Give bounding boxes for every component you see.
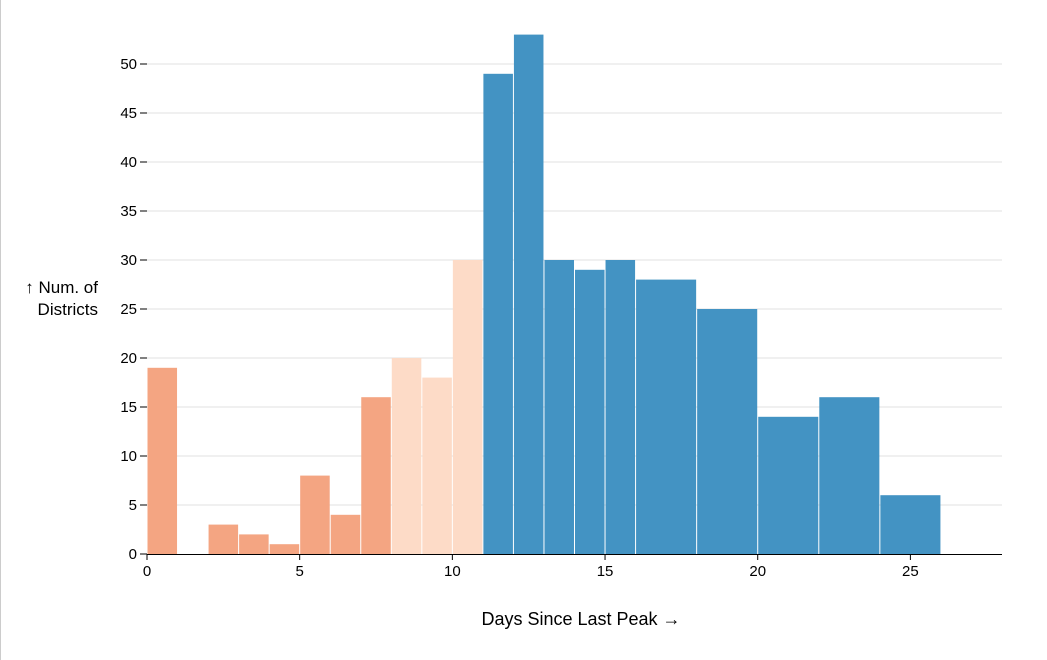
- y-tick-label: 35: [120, 203, 137, 220]
- y-tick-label: 20: [120, 350, 137, 367]
- histogram-bar: [269, 544, 300, 554]
- y-tick: 30: [120, 252, 147, 269]
- histogram-bar: [330, 514, 361, 554]
- histogram-bar: [758, 416, 819, 554]
- page-left-border: [0, 0, 1, 660]
- histogram-bar: [575, 269, 605, 554]
- x-tick: 10: [444, 554, 461, 580]
- x-axis-label: Days Since Last Peak →: [481, 609, 680, 629]
- y-tick: 45: [120, 105, 147, 122]
- x-tick-label: 20: [749, 563, 766, 580]
- y-tick-label: 10: [120, 448, 137, 465]
- histogram-bar: [636, 279, 697, 554]
- y-tick-label: 0: [129, 546, 137, 563]
- y-tick-label: 45: [120, 105, 137, 122]
- x-tick: 15: [597, 554, 614, 580]
- y-tick-label: 30: [120, 252, 137, 269]
- x-tick-label: 0: [143, 563, 151, 580]
- y-tick: 20: [120, 350, 147, 367]
- histogram-bar: [544, 260, 574, 554]
- histogram-bar: [880, 495, 941, 554]
- x-tick-label: 15: [597, 563, 614, 580]
- y-axis: 0 5 10 15 20 25 30 35 40 45 50: [120, 56, 147, 563]
- x-tick: 5: [296, 554, 304, 580]
- x-tick-label: 5: [296, 563, 304, 580]
- y-axis-label: ↑ Num. of Districts: [25, 278, 98, 319]
- y-tick: 40: [120, 154, 147, 171]
- histogram-bar: [147, 367, 178, 554]
- histogram-bar: [605, 260, 636, 554]
- x-tick: 0: [143, 554, 151, 580]
- x-axis: 0 5 10 15 20 25: [143, 554, 1002, 580]
- y-tick: 25: [120, 301, 147, 318]
- y-axis-label-line-1: ↑ Num. of: [25, 278, 98, 297]
- x-tick-label: 10: [444, 563, 461, 580]
- x-tick: 25: [902, 554, 919, 580]
- histogram-bar: [391, 358, 422, 554]
- y-tick-label: 50: [120, 56, 137, 73]
- y-tick-label: 15: [120, 399, 137, 416]
- y-tick-label: 40: [120, 154, 137, 171]
- y-tick: 10: [120, 448, 147, 465]
- y-tick: 35: [120, 203, 147, 220]
- histogram-bar: [819, 397, 880, 554]
- histogram-bar: [239, 534, 269, 554]
- y-tick-label: 5: [129, 497, 137, 514]
- y-axis-label-line-2: Districts: [38, 300, 98, 319]
- histogram-bar: [208, 524, 239, 554]
- histogram-bar: [697, 309, 758, 554]
- y-tick: 5: [129, 497, 147, 514]
- histogram-bar: [483, 73, 513, 555]
- y-tick: 15: [120, 399, 147, 416]
- histogram-bar: [300, 475, 330, 554]
- y-tick: 50: [120, 56, 147, 73]
- histogram-bar: [422, 377, 452, 554]
- histogram-bar: [513, 34, 544, 555]
- y-tick: 0: [129, 546, 147, 563]
- y-tick-label: 25: [120, 301, 137, 318]
- histogram-bar: [361, 397, 391, 554]
- x-tick: 20: [749, 554, 766, 580]
- x-tick-label: 25: [902, 563, 919, 580]
- bars: [147, 34, 941, 555]
- histogram-bar: [452, 260, 483, 554]
